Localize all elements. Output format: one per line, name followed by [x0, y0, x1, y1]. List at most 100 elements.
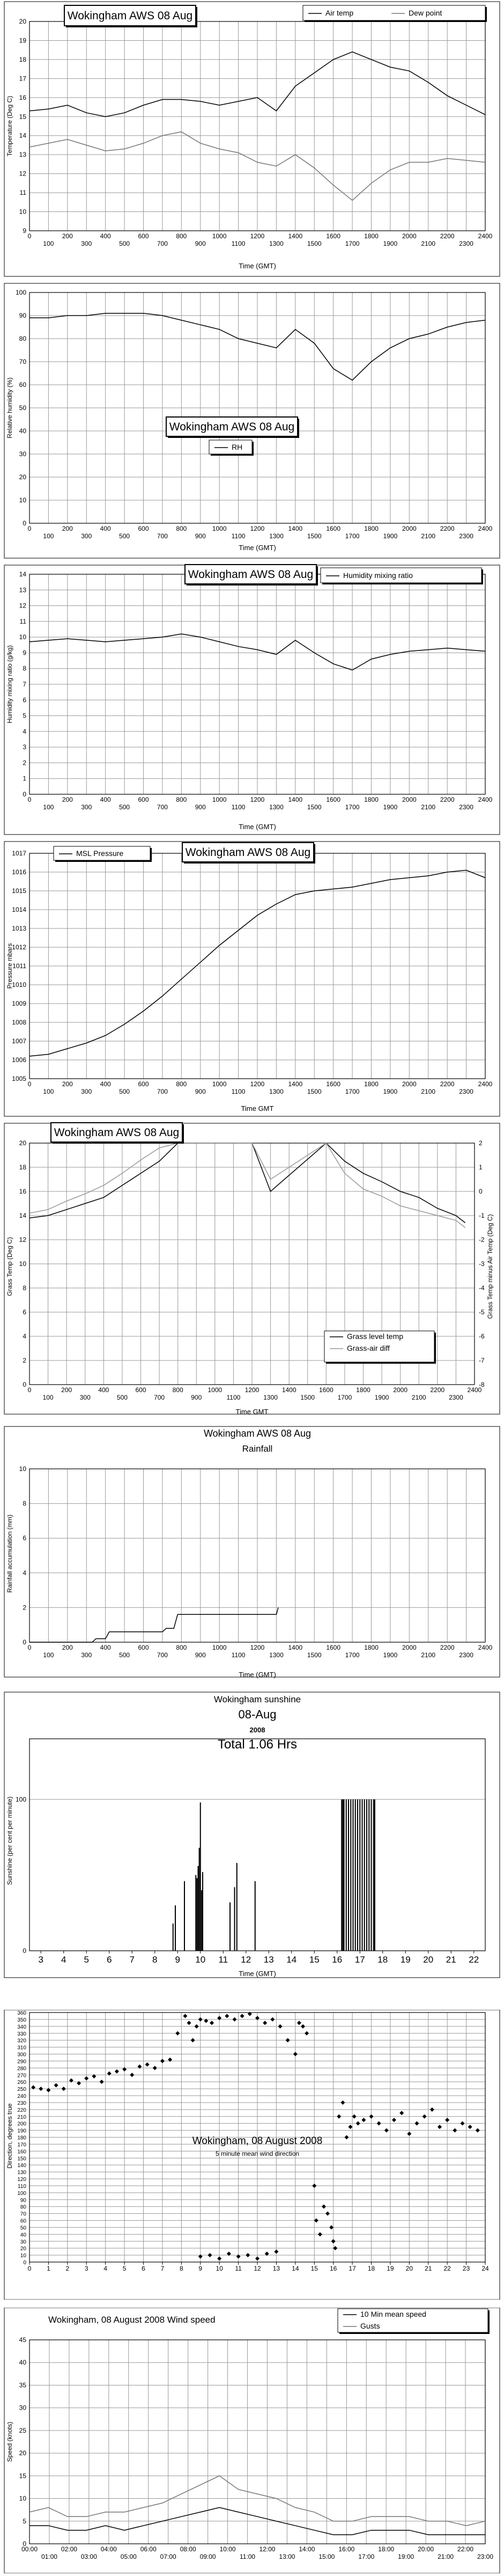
- y-tick-label: 0: [23, 1381, 26, 1388]
- x-tick-label: 13: [273, 2265, 280, 2272]
- y-tick-label: 0: [23, 1638, 26, 1646]
- y-tick-label: 250: [17, 2087, 26, 2092]
- direction-point: [207, 2253, 212, 2258]
- y-tick-label: 20: [20, 2246, 27, 2252]
- x-tick-label: 300: [81, 532, 92, 540]
- x-tick-label: 22:00: [457, 2545, 473, 2553]
- x-tick-label: 600: [135, 1386, 146, 1394]
- direction-point: [39, 2087, 43, 2091]
- x-tick-label: 1800: [364, 796, 379, 803]
- plot-area: [29, 21, 486, 231]
- x-tick-label: 11: [218, 1955, 228, 1965]
- y-tick-label: 210: [17, 2114, 26, 2120]
- y2-axis-label: Grass Temp minus Air Temp (Deg C): [486, 1214, 494, 1319]
- x-tick-label: 400: [100, 1080, 111, 1088]
- y-tick-label: 5: [23, 2518, 26, 2525]
- legend-box: [337, 2308, 488, 2333]
- y-axis-label: Rainfall accumulation (mm): [6, 1514, 13, 1592]
- y-tick-label: 9: [23, 649, 26, 656]
- y-tick-label: 15: [19, 113, 27, 120]
- y2-tick-label: -7: [479, 1357, 485, 1364]
- x-tick-label: 1900: [383, 240, 398, 247]
- direction-point: [314, 2218, 318, 2223]
- x-tick-label: 800: [176, 1644, 187, 1651]
- x-tick-label: 1100: [232, 1651, 246, 1659]
- direction-point: [190, 2038, 195, 2043]
- x-tick-label: 7: [130, 1955, 135, 1965]
- x-tick-label: 500: [117, 1394, 128, 1401]
- x-tick-label: 14: [292, 2265, 299, 2272]
- x-tick-label: 2100: [421, 803, 435, 811]
- y-tick-label: 14: [19, 570, 27, 578]
- y-tick-label: 60: [19, 381, 27, 389]
- x-tick-label: 2200: [440, 796, 455, 803]
- y-tick-label: 1009: [12, 1000, 26, 1007]
- x-tick-label: 900: [195, 1088, 206, 1095]
- direction-point: [168, 2057, 173, 2062]
- direction-point: [325, 2211, 330, 2216]
- x-tick-label: 500: [119, 532, 130, 540]
- y-tick-label: 100: [17, 2191, 26, 2197]
- y-axis-label: Direction, degrees true: [6, 2103, 13, 2169]
- y-tick-label: 200: [17, 2121, 26, 2127]
- title-box: [166, 416, 298, 437]
- x-tick-label: 2000: [402, 796, 417, 803]
- y-axis-label: Humidity mixing ratio (g/kg): [6, 645, 13, 723]
- y-tick-label: 70: [20, 2212, 27, 2218]
- x-tick-label: 1900: [383, 1088, 398, 1095]
- y-tick-label: 20: [19, 473, 27, 481]
- chart-year: 2008: [250, 1726, 265, 1734]
- y-tick-label: 80: [19, 335, 27, 342]
- direction-point: [204, 2018, 209, 2023]
- x-tick-label: 2400: [478, 796, 493, 803]
- legend-label: Humidity mixing ratio: [343, 571, 413, 580]
- y-tick-label: 0: [23, 1947, 26, 1955]
- x-tick-label: 1100: [232, 240, 246, 247]
- x-tick-label: 400: [100, 1644, 111, 1651]
- wind-direction-chart: 0102030405060708090100110120130140150160…: [4, 2010, 500, 2300]
- x-tick-label: 700: [154, 1394, 165, 1401]
- y-tick-label: 1013: [12, 925, 26, 932]
- x-tick-label: 0: [28, 796, 32, 803]
- y-tick-label: 4: [23, 728, 26, 735]
- x-tick-label: 1400: [288, 525, 302, 532]
- y-tick-label: 12: [19, 1236, 27, 1243]
- y-tick-label: 20: [19, 18, 27, 25]
- direction-point: [297, 2021, 301, 2025]
- x-tick-label: 1200: [250, 525, 265, 532]
- x-tick-label: 1200: [245, 1386, 260, 1394]
- x-tick-label: 8: [180, 2265, 183, 2272]
- direction-point: [240, 2014, 244, 2018]
- x-tick-label: 1900: [383, 803, 398, 811]
- y-tick-label: 190: [17, 2128, 26, 2134]
- x-tick-label: 15: [309, 1955, 320, 1965]
- y-tick-label: 10: [19, 633, 27, 641]
- x-tick-label: 03:00: [81, 2553, 97, 2560]
- y-tick-label: 1006: [12, 1056, 26, 1064]
- x-tick-label: 01:00: [41, 2553, 57, 2560]
- x-tick-label: 2000: [402, 1644, 417, 1651]
- direction-point: [392, 2118, 396, 2123]
- x-tick-label: 500: [119, 1088, 130, 1095]
- direction-point: [84, 2076, 89, 2081]
- x-tick-label: 800: [176, 525, 187, 532]
- plot-area: [29, 1738, 486, 1951]
- x-tick-label: 1800: [364, 525, 379, 532]
- y-tick-label: 330: [17, 2031, 26, 2037]
- x-tick-label: 0: [28, 1386, 32, 1394]
- direction-point: [225, 2014, 229, 2018]
- direction-point: [399, 2111, 404, 2116]
- x-tick-label: 1800: [364, 232, 379, 240]
- series-line-1: [29, 1607, 279, 1643]
- wind-speed-panel: 0 5 10 15 20 25 30 35 40 45 00:00 01:00 02:00 03:00 04…: [0, 2308, 504, 2573]
- x-tick-label: 2200: [440, 525, 455, 532]
- x-tick-label: 1000: [212, 1080, 227, 1088]
- x-tick-label: 500: [119, 240, 130, 247]
- y2-tick-label: 0: [479, 1188, 483, 1195]
- y2-tick-label: -4: [479, 1284, 485, 1292]
- x-tick-label: 600: [138, 232, 149, 240]
- direction-point: [210, 2021, 214, 2025]
- direction-point: [236, 2254, 241, 2259]
- x-tick-label: 16:00: [338, 2545, 354, 2553]
- y-tick-label: 160: [17, 2149, 26, 2155]
